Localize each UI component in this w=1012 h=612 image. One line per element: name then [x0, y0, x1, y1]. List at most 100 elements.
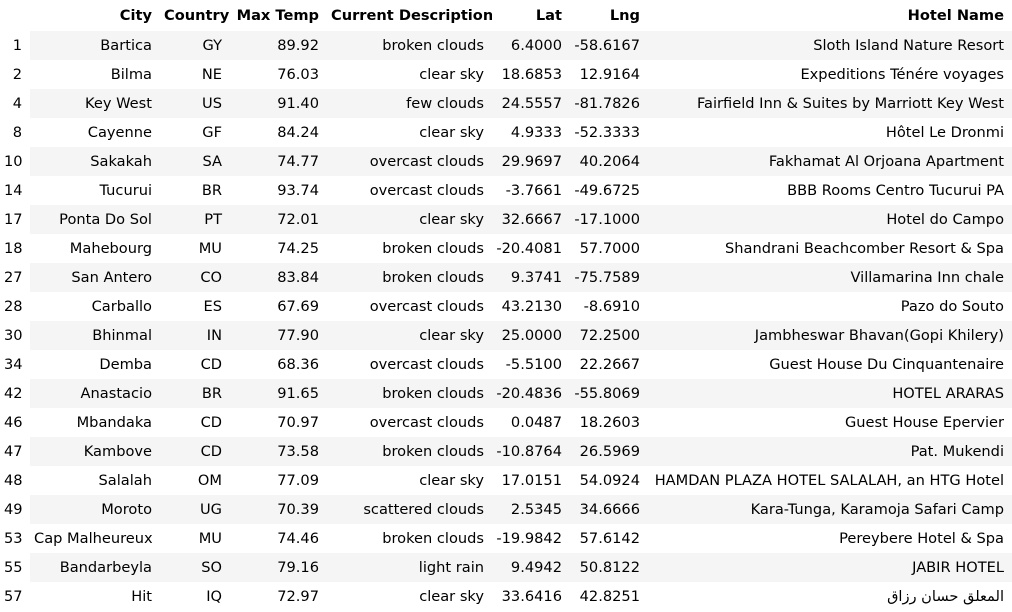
table-row: 17 Ponta Do Sol PT 72.01 clear sky 32.6667 -17… [0, 205, 1012, 234]
table-row: 34 Demba CD 68.36 overcast clouds -5.5100 22.2… [0, 350, 1012, 379]
cell-max-temp: 68.36 [230, 350, 327, 379]
table-row: 48 Salalah OM 77.09 clear sky 17.0151 54.0924 H… [0, 466, 1012, 495]
cell-hotel-name: Hôtel Le Dronmi [648, 118, 1012, 147]
cell-country: BR [160, 379, 230, 408]
cell-hotel-name: JABIR HOTEL [648, 553, 1012, 582]
cell-city: Mbandaka [30, 408, 160, 437]
cell-index: 1 [12, 37, 22, 54]
cell-city: Kambove [30, 437, 160, 466]
cell-current-description: broken clouds [327, 379, 492, 408]
cell-lat: -19.9842 [492, 524, 570, 553]
cell-lat: 0.0487 [492, 408, 570, 437]
cell-hotel-name: Shandrani Beachcomber Resort & Spa [648, 234, 1012, 263]
cell-country: IN [160, 321, 230, 350]
cell-lng: -81.7826 [570, 89, 648, 118]
cell-city: Ponta Do Sol [30, 205, 160, 234]
cell-current-description: clear sky [327, 466, 492, 495]
cell-max-temp: 67.69 [230, 292, 327, 321]
cell-hotel-name: Fairfield Inn & Suites by Marriott Key W… [648, 89, 1012, 118]
table-row: 2 Bilma NE 76.03 clear sky 18.6853 12.9164 Expe… [0, 60, 1012, 89]
cell-max-temp: 77.09 [230, 466, 327, 495]
cell-index: 8 [12, 124, 22, 141]
cell-max-temp: 70.39 [230, 495, 327, 524]
table-row: 49 Moroto UG 70.39 scattered clouds 2.5345 34.… [0, 495, 1012, 524]
cell-lat: -10.8764 [492, 437, 570, 466]
cell-lng: 57.7000 [570, 234, 648, 263]
cell-current-description: scattered clouds [327, 495, 492, 524]
cell-max-temp: 89.92 [230, 31, 327, 60]
cell-max-temp: 77.90 [230, 321, 327, 350]
cell-max-temp: 74.77 [230, 147, 327, 176]
cell-current-description: light rain [327, 553, 492, 582]
table-row: 57 Hit IQ 72.97 clear sky 33.6416 42.8251 المعل… [0, 582, 1012, 611]
cell-hotel-name: HAMDAN PLAZA HOTEL SALALAH, an HTG Hotel [648, 466, 1012, 495]
cell-lng: -75.7589 [570, 263, 648, 292]
cell-lat: 24.5557 [492, 89, 570, 118]
cell-country: MU [160, 524, 230, 553]
cell-current-description: clear sky [327, 582, 492, 611]
cell-lat: 9.4942 [492, 553, 570, 582]
table-row: 18 Mahebourg MU 74.25 broken clouds -20.4081 5… [0, 234, 1012, 263]
cell-current-description: broken clouds [327, 31, 492, 60]
cell-country: CD [160, 408, 230, 437]
cell-country: US [160, 89, 230, 118]
cell-city: Carballo [30, 292, 160, 321]
column-header-lat: Lat [492, 0, 570, 31]
cell-hotel-name: Hotel do Campo [648, 205, 1012, 234]
cell-lat: 17.0151 [492, 466, 570, 495]
cell-max-temp: 76.03 [230, 60, 327, 89]
table-row: 53 Cap Malheureux MU 74.46 broken clouds -19.… [0, 524, 1012, 553]
header-row: City Country Max Temp Current Description La… [0, 0, 1012, 31]
cell-current-description: clear sky [327, 60, 492, 89]
cell-city: Moroto [30, 495, 160, 524]
cell-index: 2 [12, 66, 22, 83]
cell-lat: 18.6853 [492, 60, 570, 89]
cell-max-temp: 93.74 [230, 176, 327, 205]
table-row: 47 Kambove CD 73.58 broken clouds -10.8764 26.… [0, 437, 1012, 466]
table-row: 1 Bartica GY 89.92 broken clouds 6.4000 -58.61… [0, 31, 1012, 60]
cell-country: CD [160, 350, 230, 379]
cell-lng: 22.2667 [570, 350, 648, 379]
cell-lat: -20.4836 [492, 379, 570, 408]
cell-hotel-name: Kara-Tunga, Karamoja Safari Camp [648, 495, 1012, 524]
cell-city: Cap Malheureux [30, 524, 160, 553]
cell-country: ES [160, 292, 230, 321]
cell-index: 46 [4, 414, 23, 431]
cell-hotel-name: Sloth Island Nature Resort [648, 31, 1012, 60]
cell-index: 42 [4, 385, 23, 402]
cell-index: 17 [4, 211, 23, 228]
cell-lat: 29.9697 [492, 147, 570, 176]
table-header: City Country Max Temp Current Description La… [0, 0, 1012, 31]
cell-lng: -49.6725 [570, 176, 648, 205]
cell-country: MU [160, 234, 230, 263]
cell-hotel-name: Jambheswar Bhavan(Gopi Khilery) [648, 321, 1012, 350]
cell-index: 47 [4, 443, 23, 460]
table-row: 42 Anastacio BR 91.65 broken clouds -20.4836-… [0, 379, 1012, 408]
cell-city: Mahebourg [30, 234, 160, 263]
column-header-max-temp: Max Temp [230, 0, 327, 31]
cell-lat: 2.5345 [492, 495, 570, 524]
table-row: 28 Carballo ES 67.69 overcast clouds 43.2130-… [0, 292, 1012, 321]
cell-city: Anastacio [30, 379, 160, 408]
table-row: 8 Cayenne GF 84.24 clear sky 4.9333 -52.3333 Hô… [0, 118, 1012, 147]
cell-lng: 18.2603 [570, 408, 648, 437]
cell-lat: 4.9333 [492, 118, 570, 147]
cell-hotel-name: Pazo do Souto [648, 292, 1012, 321]
cell-lng: 42.8251 [570, 582, 648, 611]
cell-current-description: broken clouds [327, 234, 492, 263]
cell-city: Cayenne [30, 118, 160, 147]
cell-lat: 9.3741 [492, 263, 570, 292]
cell-country: SO [160, 553, 230, 582]
cell-lng: 57.6142 [570, 524, 648, 553]
cell-city: San Antero [30, 263, 160, 292]
cell-index: 28 [4, 298, 23, 315]
cell-lng: 40.2064 [570, 147, 648, 176]
cell-city: Sakakah [30, 147, 160, 176]
column-header-current-description: Current Description [327, 0, 492, 31]
cell-current-description: broken clouds [327, 437, 492, 466]
cell-lng: 54.0924 [570, 466, 648, 495]
cell-max-temp: 74.25 [230, 234, 327, 263]
cell-lat: 25.0000 [492, 321, 570, 350]
